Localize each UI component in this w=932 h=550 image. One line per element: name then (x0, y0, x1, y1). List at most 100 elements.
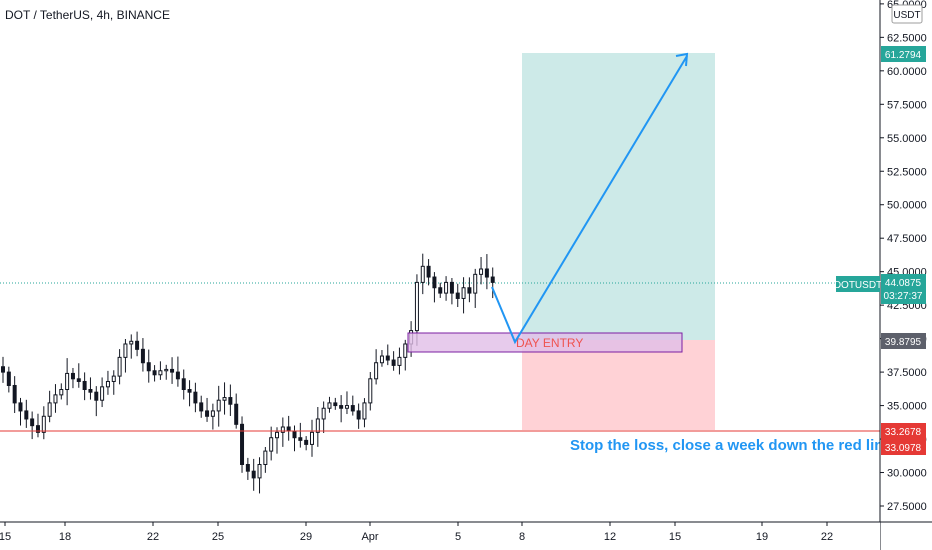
candle-up (275, 431, 280, 439)
candle-down (292, 430, 297, 439)
candle-down (24, 410, 29, 420)
candle-up (309, 431, 314, 445)
candle-up (216, 399, 221, 412)
candle-up (41, 415, 46, 433)
entry-box-label: DAY ENTRY (516, 336, 583, 350)
candle-up (414, 281, 419, 332)
x-tick-label: 29 (300, 531, 312, 543)
candle-down (385, 355, 390, 361)
y-tick-label: 37.5000 (887, 367, 927, 379)
candle-up (100, 386, 105, 401)
candle-down (333, 402, 338, 407)
candle-down (187, 389, 192, 393)
candle-up (164, 368, 169, 372)
candle-down (35, 425, 40, 433)
candle-down (339, 405, 344, 409)
y-tick-label: 47.5000 (887, 233, 927, 245)
candle-down (240, 423, 245, 465)
candle-up (280, 426, 285, 433)
x-tick-label: 5 (455, 531, 461, 543)
x-ticks: 15 18 22 25 29 Apr 5 8 12 15 19 22 (0, 522, 833, 543)
candle-down (6, 371, 11, 386)
y-tick-label: 50.0000 (887, 200, 927, 212)
candle-down (1, 366, 5, 373)
stop-upper-tag (881, 423, 926, 439)
projection-arrow[interactable] (491, 55, 688, 345)
candle-up (117, 356, 122, 377)
candle-down (350, 405, 355, 412)
candle-up (473, 273, 478, 294)
candle-up (263, 450, 268, 465)
candle-up (123, 343, 128, 358)
candle-down (449, 281, 454, 294)
candle-down (304, 439, 309, 445)
candle-up (65, 372, 70, 391)
candle-down (193, 391, 198, 404)
current-price-tag (881, 274, 926, 304)
y-tick-label: 55.0000 (887, 133, 927, 145)
target-price-label: 61.2794 (885, 50, 922, 61)
entry-box[interactable] (407, 332, 683, 353)
chart-title: DOT / TetherUS, 4h, BINANCE (5, 8, 170, 22)
candle-down (391, 359, 396, 366)
candle-down (199, 402, 204, 412)
candle-up (257, 463, 262, 479)
x-tick-label: 8 (519, 531, 525, 543)
x-tick-label: 22 (147, 531, 159, 543)
stop-note: Stop the loss, close a week down the red… (570, 437, 896, 454)
candle-down (251, 470, 256, 479)
y-tick-label: 60.0000 (887, 66, 927, 78)
stop-lower-label: 33.0978 (885, 443, 922, 454)
candle-up (362, 402, 367, 420)
candle-up (379, 355, 384, 364)
candle-down (467, 287, 472, 294)
candle-up (321, 407, 326, 420)
y-tick-label: 52.5000 (887, 166, 927, 178)
candle-up (403, 343, 408, 358)
profit-zone[interactable] (522, 53, 715, 340)
candle-down (170, 368, 175, 373)
candle-down (490, 276, 495, 283)
stop-upper-label: 33.2678 (885, 427, 922, 438)
y-tick-label: 62.5000 (887, 32, 927, 44)
arrow-head (675, 52, 689, 67)
time-axis[interactable] (0, 522, 880, 550)
current-price-label: 44.0875 (885, 278, 922, 289)
candle-down (70, 372, 75, 380)
candle-down (228, 397, 233, 405)
candle-up (111, 375, 116, 382)
candle-down (94, 391, 99, 401)
x-tick-label: 15 (669, 531, 681, 543)
plot-area[interactable] (0, 0, 880, 522)
y-tick-label: 35.0000 (887, 401, 927, 413)
y-tick-label: 27.5000 (887, 501, 927, 513)
candle-up (129, 340, 134, 345)
candle-up (344, 405, 349, 409)
candle-up (327, 402, 332, 409)
candle-up (59, 389, 64, 396)
candle-down (356, 410, 361, 420)
x-tick-label: 12 (604, 531, 616, 543)
y-tick-label: 57.5000 (887, 99, 927, 111)
candle-down (135, 340, 140, 350)
candle-up (420, 265, 425, 283)
candle-down (455, 292, 460, 299)
currency-button[interactable] (891, 4, 923, 24)
entry-price-tag (881, 333, 926, 349)
candle-down (245, 463, 250, 472)
candle-up (47, 402, 52, 417)
symbol-tag (836, 276, 880, 292)
candle-down (12, 384, 17, 404)
x-tick-label: Apr (361, 531, 378, 543)
target-price-tag (881, 46, 926, 62)
candle-up (374, 362, 379, 380)
candle-down (18, 402, 23, 412)
candle-down (30, 418, 35, 427)
candle-up (210, 410, 215, 417)
loss-zone[interactable] (522, 340, 715, 430)
candle-down (298, 437, 303, 441)
currency-label: USDT (893, 10, 920, 21)
candle-down (426, 265, 431, 278)
candle-up (269, 437, 274, 452)
